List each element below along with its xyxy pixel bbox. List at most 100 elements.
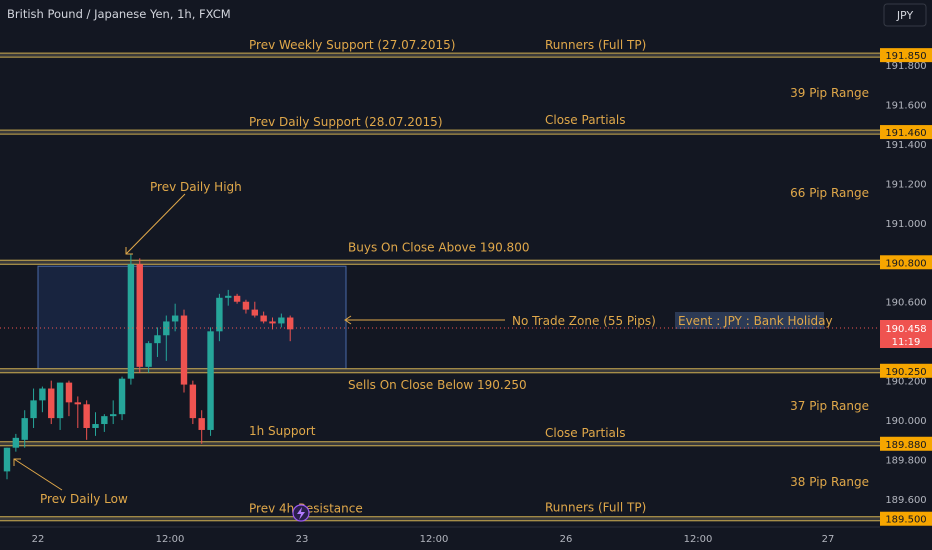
prev-daily-high-arrow [125,193,186,255]
candle-body [163,321,170,336]
event-label-box [675,312,824,329]
prev-daily-low-arrow [13,458,63,491]
candle-body [21,418,28,440]
price-tick-label: 191.000 [885,219,926,230]
current-price-value: 190.458 [885,324,926,335]
level-label: Runners (Full TP) [545,38,646,52]
time-tick-label: 23 [296,534,309,545]
no-trade-zone-layer [37,265,347,370]
candle-body [127,264,135,379]
candle-body [136,264,143,367]
price-tick-label: 191.600 [885,100,926,111]
prev-daily-low-label: Prev Daily Low [40,492,128,506]
prev-daily-low-arrowhead [13,458,21,466]
currency-button-label: JPY [896,9,914,22]
candle-body [92,424,99,428]
candle-body [233,295,241,302]
candle-body [278,317,285,324]
candle-body [207,331,214,430]
level-label: Prev Weekly Support (27.07.2015) [249,38,455,52]
time-axis: 22 12:00 23 12:00 26 12:00 27 [0,526,880,545]
candle-body [118,378,126,415]
level-label: Buys On Close Above 190.800 [348,240,529,254]
range-label-66: 66 Pip Range [790,186,869,200]
candle-body [74,402,81,405]
candles-layer [3,254,294,480]
candle-body [287,317,294,330]
level-band [0,368,880,374]
time-tick-label: 12:00 [420,534,449,545]
candle-body [12,437,20,448]
candle-body [3,447,11,472]
levels-layer: Prev Weekly Support (27.07.2015) Runners … [0,38,880,522]
level-price-pill-label: 191.850 [885,51,926,62]
time-tick-label: 26 [560,534,573,545]
chart-title: British Pound / Japanese Yen, 1h, FXCM [7,7,231,21]
price-tick-label: 191.400 [885,140,926,151]
price-tick-label: 189.600 [885,495,926,506]
level-price-pill [880,363,932,378]
price-tick-label: 190.600 [885,298,926,309]
time-tick-label: 27 [822,534,835,545]
price-tick-label: 190.200 [885,377,926,388]
currency-button[interactable]: JPY [883,3,927,27]
event-label: Event : JPY : Bank Holiday [678,314,833,328]
level-band [0,52,880,58]
level-band [0,441,880,447]
price-axis: 191.800 191.600 191.400 191.200 191.000 190.6… [880,48,932,526]
price-tick-label: 189.800 [885,456,926,467]
time-tick-label: 22 [32,534,45,545]
current-price-pill: 190.458 11:19 [880,320,932,348]
level-price-pill-label: 190.250 [885,367,926,378]
level-band [0,129,880,135]
level-label: 1h Support [249,424,316,438]
candle-body [189,384,197,419]
level-price-pill-label: 189.880 [885,440,926,451]
candle-body [145,343,152,367]
lightning-icon[interactable] [292,504,310,522]
level-price-pill-label: 190.800 [885,258,926,269]
level-label: Runners (Full TP) [545,501,646,515]
level-label: Close Partials [545,113,625,127]
candle-body [48,388,55,419]
candle-body [101,416,108,425]
no-trade-zone-box [37,265,347,370]
candle-body [56,382,64,419]
level-band [0,516,880,522]
candle-body [260,315,267,322]
level-band [0,259,880,265]
level-label: Close Partials [545,426,625,440]
no-trade-zone-arrowhead [344,315,352,325]
candle-body [39,388,46,401]
price-tick-label: 190.000 [885,416,926,427]
level-price-pill [880,436,932,451]
level-label: Sells On Close Below 190.250 [348,378,527,392]
prev-daily-high-label: Prev Daily High [150,180,242,194]
level-price-pill-label: 189.500 [885,515,926,526]
prev-daily-high-arrowhead [125,247,133,255]
level-price-pill [880,48,932,63]
level-price-pill [880,255,932,270]
candle-body [198,418,205,430]
candle-body [83,404,90,428]
candle-body [65,382,73,403]
candle-body [269,321,276,324]
time-tick-label: 12:00 [156,534,185,545]
candle-body [180,315,188,385]
level-price-pill-label: 191.460 [885,128,926,139]
candle-body [110,414,117,417]
range-label-37: 37 Pip Range [790,399,869,413]
range-label-38: 38 Pip Range [790,475,869,489]
candle-body [242,301,250,310]
level-price-pill [880,511,932,526]
candle-body [154,335,161,344]
candle-body [251,309,258,316]
countdown-value: 11:19 [892,337,921,348]
price-tick-label: 191.200 [885,179,926,190]
candle-body [225,295,232,298]
time-tick-label: 12:00 [684,534,713,545]
range-label-39: 39 Pip Range [790,86,869,100]
level-label: Prev Daily Support (28.07.2015) [249,115,443,129]
no-trade-zone-label: No Trade Zone (55 Pips) [512,314,656,328]
